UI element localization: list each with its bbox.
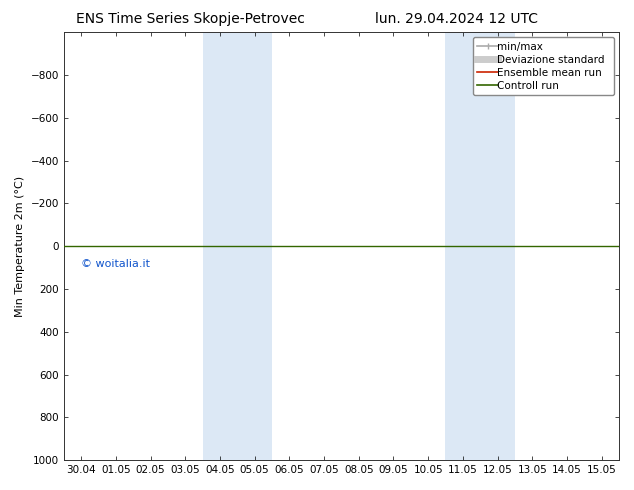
Bar [446, 32, 480, 460]
Bar [203, 32, 237, 460]
Text: lun. 29.04.2024 12 UTC: lun. 29.04.2024 12 UTC [375, 12, 538, 26]
Y-axis label: Min Temperature 2m (°C): Min Temperature 2m (°C) [15, 175, 25, 317]
Bar [237, 32, 272, 460]
Text: © woitalia.it: © woitalia.it [81, 259, 150, 269]
Bar [480, 32, 515, 460]
Text: ENS Time Series Skopje-Petrovec: ENS Time Series Skopje-Petrovec [75, 12, 305, 26]
Legend: min/max, Deviazione standard, Ensemble mean run, Controll run: min/max, Deviazione standard, Ensemble m… [473, 37, 614, 95]
